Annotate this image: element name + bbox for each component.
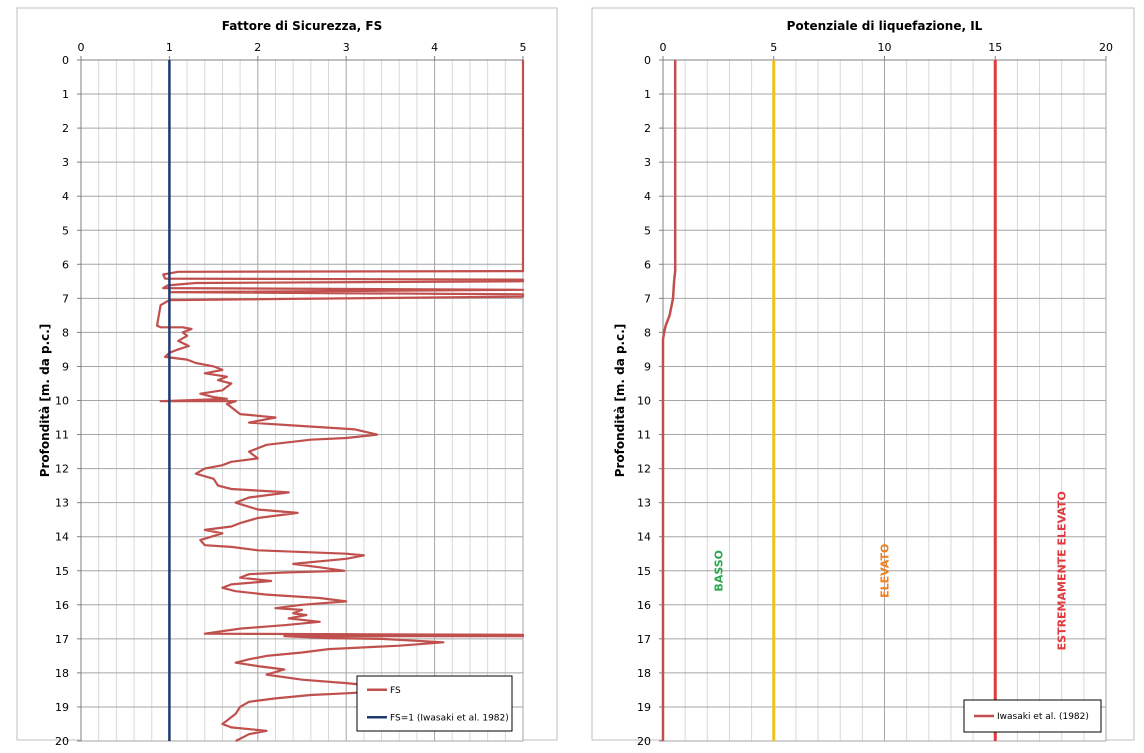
fs-y-tick-label: 6 — [62, 258, 69, 271]
fs-series-line-0 — [155, 60, 525, 742]
il-y-tick-label: 2 — [644, 122, 651, 135]
il-y-tick-label: 1 — [644, 88, 651, 101]
fs-chart: 0 1 2 3 4 501234567891011121314151617181920Fa… — [16, 7, 558, 748]
il-x-tick-label: 15 — [988, 41, 1002, 54]
il-y-tick-label: 0 — [644, 54, 651, 67]
fs-x-tick-label: 1 — [166, 41, 173, 54]
il-y-tick-label: 15 — [637, 565, 651, 578]
il-y-tick-label: 9 — [644, 360, 651, 373]
fs-y-tick-label: 7 — [62, 292, 69, 305]
il-y-tick-label: 6 — [644, 258, 651, 271]
fs-y-tick-label: 1 — [62, 88, 69, 101]
il-x-tick-label: 0 — [660, 41, 667, 54]
fs-x-tick-label: 3 — [343, 41, 350, 54]
il-y-tick-label: 12 — [637, 463, 651, 476]
fs-chart-title: Fattore di Sicurezza, FS — [222, 19, 383, 33]
il-y-tick-label: 11 — [637, 429, 651, 442]
il-x-tick-label: 20 — [1099, 41, 1113, 54]
il-x-tick-label: 10 — [878, 41, 892, 54]
fs-x-tick-label: 0 — [78, 41, 85, 54]
il-zone-label-1: ELEVATO — [879, 544, 892, 598]
fs-legend-label-0: FS — [390, 686, 401, 696]
il-series-line-0 — [661, 60, 677, 741]
fs-y-tick-label: 15 — [55, 565, 69, 578]
fs-legend-label-1: FS=1 (Iwasaki et al. 1982) — [390, 713, 509, 723]
il-zone-label-2: ESTREMAMENTE ELEVATO — [1056, 491, 1069, 650]
fs-y-tick-label: 17 — [55, 633, 69, 646]
il-chart: 0 5 10 15 2001234567891011121314151617181920… — [591, 7, 1135, 748]
il-y-tick-label: 3 — [644, 156, 651, 169]
fs-y-tick-label: 8 — [62, 326, 69, 339]
il-x-tick-label: 5 — [770, 41, 777, 54]
fs-y-axis-label: Profondità [m. da p.c.] — [38, 324, 52, 478]
il-y-tick-label: 16 — [637, 599, 651, 612]
fs-y-tick-label: 2 — [62, 122, 69, 135]
fs-y-tick-label: 10 — [55, 395, 69, 408]
il-legend-label-0: Iwasaki et al. (1982) — [997, 712, 1089, 722]
fs-y-tick-label: 20 — [55, 735, 69, 748]
fs-y-tick-label: 0 — [62, 54, 69, 67]
fs-y-tick-label: 11 — [55, 429, 69, 442]
il-y-tick-label: 8 — [644, 326, 651, 339]
il-y-tick-label: 18 — [637, 667, 651, 680]
fs-y-tick-label: 18 — [55, 667, 69, 680]
fs-x-tick-label: 5 — [520, 41, 527, 54]
fs-y-tick-label: 5 — [62, 224, 69, 237]
il-zone-label-0: BASSO — [712, 550, 725, 592]
fs-y-tick-label: 12 — [55, 463, 69, 476]
il-y-tick-label: 20 — [637, 735, 651, 748]
il-y-tick-label: 13 — [637, 497, 651, 510]
fs-y-tick-label: 14 — [55, 531, 69, 544]
fs-legend: FS FS=1 (Iwasaki et al. 1982) — [356, 675, 513, 732]
fs-y-tick-label: 19 — [55, 701, 69, 714]
il-y-tick-label: 5 — [644, 224, 651, 237]
fs-y-tick-label: 4 — [62, 190, 69, 203]
fs-y-tick-label: 9 — [62, 360, 69, 373]
il-legend: Iwasaki et al. (1982) — [963, 699, 1102, 733]
fs-y-tick-label: 16 — [55, 599, 69, 612]
fs-x-tick-label: 2 — [254, 41, 261, 54]
il-y-tick-label: 10 — [637, 395, 651, 408]
il-y-axis-label: Profondità [m. da p.c.] — [613, 324, 627, 478]
fs-y-tick-label: 13 — [55, 497, 69, 510]
il-y-tick-label: 19 — [637, 701, 651, 714]
fs-legend-box — [356, 675, 513, 732]
il-chart-title: Potenziale di liquefazione, IL — [787, 19, 983, 33]
fs-x-tick-label: 4 — [431, 41, 438, 54]
il-y-tick-label: 4 — [644, 190, 651, 203]
il-y-tick-label: 14 — [637, 531, 651, 544]
il-y-tick-label: 7 — [644, 292, 651, 305]
il-y-tick-label: 17 — [637, 633, 651, 646]
fs-y-tick-label: 3 — [62, 156, 69, 169]
